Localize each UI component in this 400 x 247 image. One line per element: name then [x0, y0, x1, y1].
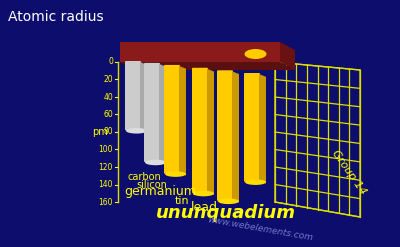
Polygon shape	[232, 71, 239, 203]
FancyBboxPatch shape	[244, 73, 260, 182]
Text: 120: 120	[99, 163, 113, 171]
Text: silicon: silicon	[136, 180, 168, 190]
Text: 160: 160	[98, 198, 113, 206]
FancyBboxPatch shape	[144, 63, 160, 162]
Polygon shape	[280, 42, 295, 70]
Text: Atomic radius: Atomic radius	[8, 10, 104, 24]
FancyBboxPatch shape	[217, 70, 233, 201]
Text: 20: 20	[103, 75, 113, 84]
Ellipse shape	[245, 179, 266, 185]
Text: 60: 60	[103, 110, 113, 119]
Polygon shape	[140, 62, 147, 132]
Ellipse shape	[244, 49, 266, 59]
Polygon shape	[120, 42, 280, 62]
Polygon shape	[275, 62, 360, 217]
Ellipse shape	[218, 199, 239, 204]
Ellipse shape	[165, 171, 186, 177]
Polygon shape	[259, 74, 266, 184]
Text: lead: lead	[190, 201, 218, 214]
FancyBboxPatch shape	[164, 65, 180, 174]
Polygon shape	[207, 69, 214, 195]
Text: ununquadium: ununquadium	[156, 204, 296, 222]
FancyBboxPatch shape	[192, 68, 208, 193]
Polygon shape	[159, 64, 166, 164]
Text: 140: 140	[98, 180, 113, 189]
Text: carbon: carbon	[127, 172, 161, 182]
Ellipse shape	[126, 128, 147, 134]
Text: pm: pm	[92, 127, 108, 137]
Text: tin: tin	[175, 196, 189, 206]
Polygon shape	[179, 66, 186, 175]
Text: 0: 0	[108, 58, 113, 66]
Text: Group 14: Group 14	[330, 148, 368, 196]
Ellipse shape	[193, 191, 214, 196]
Ellipse shape	[145, 160, 166, 165]
FancyBboxPatch shape	[125, 61, 141, 130]
Text: 40: 40	[103, 92, 113, 102]
Text: 100: 100	[98, 145, 113, 154]
Text: 80: 80	[103, 127, 113, 137]
Text: germanium: germanium	[124, 185, 196, 198]
Polygon shape	[120, 62, 295, 70]
Text: www.webelements.com: www.webelements.com	[206, 215, 314, 243]
